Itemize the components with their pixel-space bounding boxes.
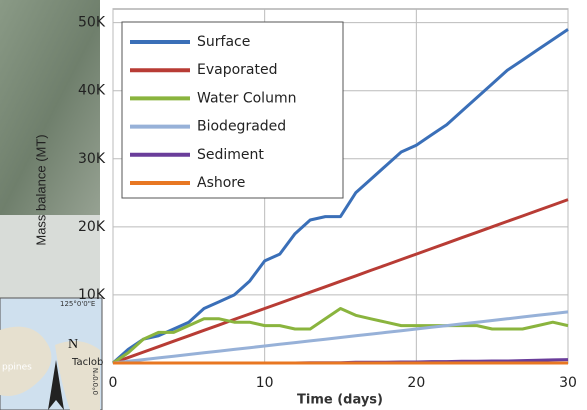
screenshot: 125°0'0"E N Taclob ppines 0°0'0"N Mass b…: [0, 0, 587, 410]
map-north: N: [68, 337, 78, 352]
legend-label: Surface: [197, 34, 250, 50]
x-tick-label: 30: [559, 375, 577, 391]
map-region: ppines: [2, 363, 32, 373]
legend-label: Water Column: [197, 90, 296, 106]
y-tick-label: 10K: [78, 287, 106, 303]
legend-label: Ashore: [197, 175, 245, 191]
photo: [0, 0, 110, 215]
y-tick-label: 30K: [78, 151, 106, 167]
y-tick-label: 50K: [78, 15, 106, 31]
y-axis-label: Mass balance (MT): [33, 134, 48, 245]
x-tick-label: 10: [256, 375, 274, 391]
map-inset: 125°0'0"E N Taclob ppines 0°0'0"N: [0, 298, 103, 410]
legend-label: Evaporated: [197, 62, 278, 78]
x-axis-label: Time (days): [297, 393, 383, 408]
legend-label: Biodegraded: [197, 119, 286, 135]
x-tick-label: 0: [109, 375, 118, 391]
plot: 10K 20K 30K 40K 50K 0 10 20 30 Surface Evaporated W…: [78, 9, 577, 391]
legend-label: Sediment: [197, 147, 264, 163]
legend: Surface Evaporated Water Column Biodegraded…: [122, 22, 343, 198]
y-tick-label: 20K: [78, 219, 106, 235]
y-tick-label: 40K: [78, 83, 106, 99]
map-place: Taclob: [71, 357, 103, 368]
x-tick-label: 20: [407, 375, 425, 391]
map-coordinate: 0°0'0"N: [92, 368, 100, 395]
